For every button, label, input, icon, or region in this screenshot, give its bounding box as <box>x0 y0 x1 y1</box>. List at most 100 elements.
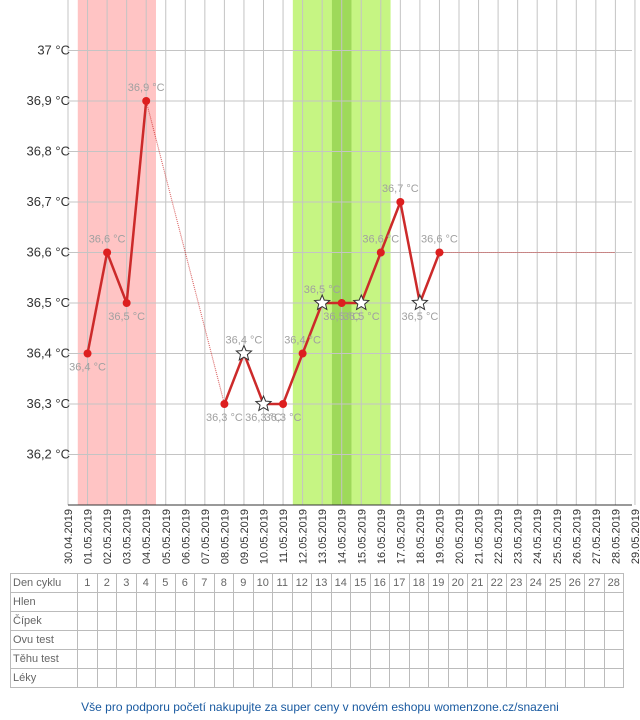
table-cell[interactable] <box>116 611 137 631</box>
table-cell[interactable] <box>506 592 527 612</box>
table-cell[interactable] <box>350 630 371 650</box>
table-cell[interactable] <box>77 630 98 650</box>
table-cell[interactable] <box>408 630 429 650</box>
table-cell[interactable] <box>155 592 176 612</box>
table-cell[interactable] <box>506 630 527 650</box>
table-cell[interactable] <box>155 630 176 650</box>
table-cell[interactable] <box>311 592 332 612</box>
table-cell[interactable] <box>194 668 215 688</box>
table-cell[interactable] <box>77 649 98 669</box>
table-cell[interactable] <box>155 611 176 631</box>
table-cell[interactable] <box>272 649 293 669</box>
table-cell[interactable] <box>525 630 546 650</box>
table-cell[interactable] <box>564 611 585 631</box>
table-cell[interactable] <box>428 649 449 669</box>
table-cell[interactable] <box>428 668 449 688</box>
table-cell[interactable] <box>564 630 585 650</box>
table-cell[interactable] <box>96 611 117 631</box>
table-cell[interactable] <box>525 668 546 688</box>
table-cell[interactable] <box>174 668 195 688</box>
table-cell[interactable] <box>330 668 351 688</box>
table-cell[interactable] <box>233 649 254 669</box>
table-cell[interactable] <box>447 649 468 669</box>
table-cell[interactable] <box>408 611 429 631</box>
table-cell[interactable] <box>330 630 351 650</box>
table-cell[interactable] <box>545 630 566 650</box>
table-cell[interactable] <box>545 611 566 631</box>
table-cell[interactable] <box>389 611 410 631</box>
table-cell[interactable] <box>584 611 605 631</box>
table-cell[interactable] <box>486 630 507 650</box>
table-cell[interactable] <box>369 592 390 612</box>
table-cell[interactable] <box>291 611 312 631</box>
table-cell[interactable] <box>252 592 273 612</box>
table-cell[interactable] <box>525 649 546 669</box>
table-cell[interactable] <box>564 649 585 669</box>
table-cell[interactable] <box>272 592 293 612</box>
footer-promo-link[interactable]: Vše pro podporu početí nakupujte za supe… <box>81 700 559 714</box>
table-cell[interactable] <box>584 630 605 650</box>
table-cell[interactable] <box>486 611 507 631</box>
table-cell[interactable] <box>213 649 234 669</box>
table-cell[interactable] <box>545 592 566 612</box>
table-cell[interactable] <box>311 630 332 650</box>
table-cell[interactable] <box>174 630 195 650</box>
table-cell[interactable] <box>155 649 176 669</box>
table-cell[interactable] <box>584 592 605 612</box>
table-cell[interactable] <box>272 630 293 650</box>
table-cell[interactable] <box>603 592 624 612</box>
table-cell[interactable] <box>486 668 507 688</box>
table-cell[interactable] <box>155 668 176 688</box>
table-cell[interactable] <box>603 649 624 669</box>
table-cell[interactable] <box>194 592 215 612</box>
table-cell[interactable] <box>389 630 410 650</box>
table-cell[interactable] <box>233 630 254 650</box>
table-cell[interactable] <box>428 592 449 612</box>
table-cell[interactable] <box>272 668 293 688</box>
table-cell[interactable] <box>506 668 527 688</box>
table-cell[interactable] <box>330 592 351 612</box>
table-cell[interactable] <box>213 668 234 688</box>
table-cell[interactable] <box>174 611 195 631</box>
table-cell[interactable] <box>291 649 312 669</box>
table-cell[interactable] <box>213 592 234 612</box>
table-cell[interactable] <box>486 649 507 669</box>
table-cell[interactable] <box>525 611 546 631</box>
table-cell[interactable] <box>467 611 488 631</box>
table-cell[interactable] <box>135 668 156 688</box>
table-cell[interactable] <box>350 611 371 631</box>
table-cell[interactable] <box>369 630 390 650</box>
table-cell[interactable] <box>467 668 488 688</box>
table-cell[interactable] <box>350 649 371 669</box>
table-cell[interactable] <box>252 649 273 669</box>
table-cell[interactable] <box>116 630 137 650</box>
table-cell[interactable] <box>389 592 410 612</box>
table-cell[interactable] <box>311 668 332 688</box>
table-cell[interactable] <box>408 592 429 612</box>
table-cell[interactable] <box>447 668 468 688</box>
table-cell[interactable] <box>233 668 254 688</box>
table-cell[interactable] <box>467 630 488 650</box>
table-cell[interactable] <box>330 649 351 669</box>
table-cell[interactable] <box>447 592 468 612</box>
table-cell[interactable] <box>213 630 234 650</box>
table-cell[interactable] <box>350 668 371 688</box>
table-cell[interactable] <box>506 611 527 631</box>
table-cell[interactable] <box>408 649 429 669</box>
table-cell[interactable] <box>447 630 468 650</box>
table-cell[interactable] <box>174 649 195 669</box>
table-cell[interactable] <box>311 649 332 669</box>
table-cell[interactable] <box>116 649 137 669</box>
table-cell[interactable] <box>194 630 215 650</box>
table-cell[interactable] <box>428 630 449 650</box>
table-cell[interactable] <box>369 668 390 688</box>
table-cell[interactable] <box>233 592 254 612</box>
table-cell[interactable] <box>96 630 117 650</box>
table-cell[interactable] <box>213 611 234 631</box>
table-cell[interactable] <box>116 668 137 688</box>
table-cell[interactable] <box>96 592 117 612</box>
table-cell[interactable] <box>408 668 429 688</box>
table-cell[interactable] <box>291 630 312 650</box>
table-cell[interactable] <box>194 611 215 631</box>
table-cell[interactable] <box>174 592 195 612</box>
